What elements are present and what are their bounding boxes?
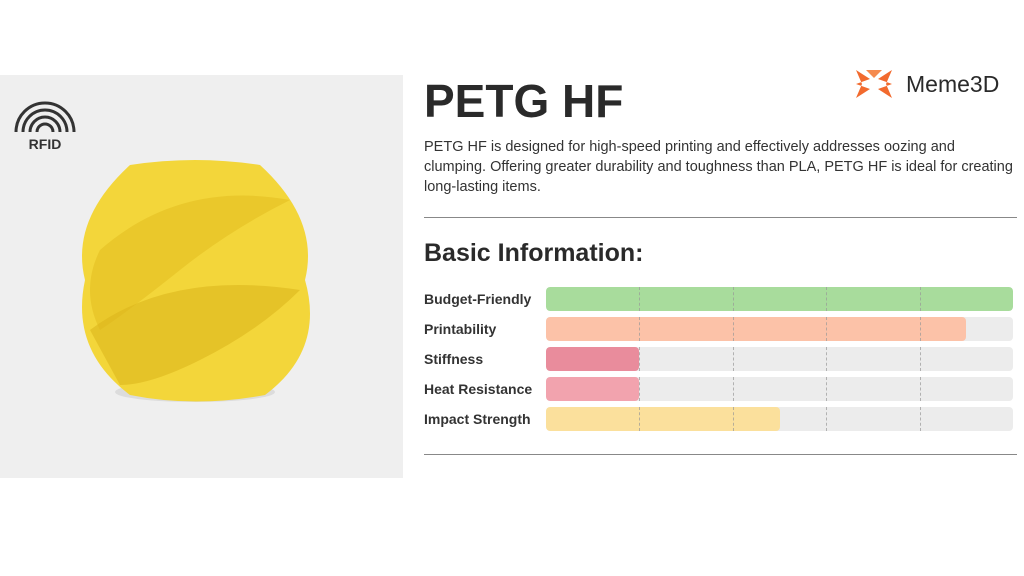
rating-fill — [546, 287, 1013, 311]
rating-row: Heat Resistance — [424, 374, 1013, 404]
rating-label: Budget-Friendly — [424, 291, 532, 307]
grid-line — [732, 377, 734, 401]
divider — [424, 454, 1017, 455]
rating-bar — [546, 287, 1013, 311]
grid-line — [826, 407, 828, 431]
rating-label: Printability — [424, 321, 497, 337]
brand-logo[interactable]: Meme3D — [856, 70, 999, 98]
rating-bar — [546, 347, 1013, 371]
rating-fill — [546, 407, 780, 431]
grid-line — [732, 407, 734, 431]
rating-row: Printability — [424, 314, 1013, 344]
grid-line — [919, 377, 921, 401]
rating-row: Stiffness — [424, 344, 1013, 374]
product-title: PETG HF — [424, 75, 624, 127]
grid-line — [639, 287, 641, 311]
grid-line — [639, 317, 641, 341]
rating-fill — [546, 317, 967, 341]
ratings-list: Budget-Friendly Printability Stiffness H… — [424, 284, 1013, 434]
grid-line — [732, 317, 734, 341]
rating-bar — [546, 407, 1013, 431]
rating-fill — [546, 377, 640, 401]
section-title: Basic Information: — [424, 239, 644, 267]
grid-line — [919, 287, 921, 311]
grid-line — [639, 407, 641, 431]
grid-line — [639, 347, 641, 371]
rating-bar — [546, 317, 1013, 341]
rating-bar — [546, 377, 1013, 401]
divider — [424, 217, 1017, 218]
grid-line — [826, 317, 828, 341]
grid-line — [919, 347, 921, 371]
grid-line — [826, 347, 828, 371]
grid-line — [732, 347, 734, 371]
meme3d-logo-icon — [856, 70, 892, 98]
grid-line — [919, 407, 921, 431]
rating-label: Stiffness — [424, 351, 484, 367]
rating-row: Impact Strength — [424, 404, 1013, 434]
rfid-text: RFID — [29, 136, 62, 152]
petg-vase-image — [60, 160, 330, 410]
rating-label: Heat Resistance — [424, 381, 533, 397]
rfid-icon: RFID — [12, 100, 78, 157]
rating-row: Budget-Friendly — [424, 284, 1013, 314]
product-description: PETG HF is designed for high-speed print… — [424, 139, 1013, 195]
grid-line — [826, 287, 828, 311]
brand-name: Meme3D — [906, 70, 1000, 97]
rating-fill — [546, 347, 640, 371]
grid-line — [919, 317, 921, 341]
grid-line — [732, 287, 734, 311]
grid-line — [826, 377, 828, 401]
grid-line — [639, 377, 641, 401]
rating-label: Impact Strength — [424, 411, 531, 427]
